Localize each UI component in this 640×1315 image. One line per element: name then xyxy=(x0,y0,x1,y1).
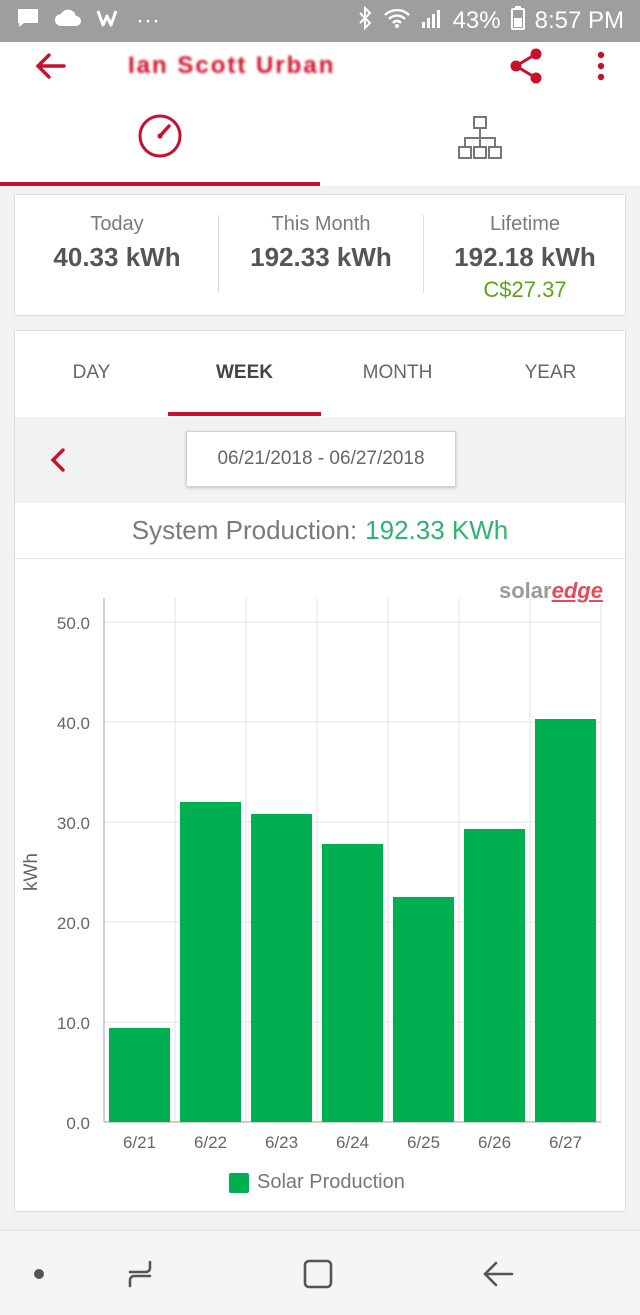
date-range-picker[interactable]: 06/21/2018 - 06/27/2018 xyxy=(186,431,456,487)
x-tick-label: 6/27 xyxy=(549,1133,582,1152)
more-options-button[interactable] xyxy=(586,46,616,86)
today-summary: Today 40.33 kWh xyxy=(15,195,219,317)
y-tick-label: 40.0 xyxy=(57,714,90,733)
share-button[interactable] xyxy=(506,46,546,86)
solaredge-logo: solaredge xyxy=(499,578,603,603)
arrow-left-icon xyxy=(35,53,66,79)
x-tick-label: 6/21 xyxy=(123,1133,156,1152)
bluetooth-icon xyxy=(357,5,373,37)
notification-icons: ··· xyxy=(16,7,160,36)
tab-month[interactable]: MONTH xyxy=(362,362,433,383)
summary-divider xyxy=(218,215,219,293)
gauge-icon xyxy=(138,114,182,158)
tab-dashboard[interactable] xyxy=(0,90,320,186)
tab-day[interactable]: DAY xyxy=(72,362,111,383)
bar-chart: 0.0 10.0 20.0 30.0 40.0 50.0 6/21 6/22 6/23 6/24 6… xyxy=(21,598,602,1152)
y-axis-label: kWh xyxy=(21,853,42,891)
lifetime-value: 192.18 kWh xyxy=(454,242,596,272)
energy-summary-card: Today 40.33 kWh This Month 192.33 kWh Li… xyxy=(14,194,626,316)
wattpad-icon xyxy=(96,7,122,35)
y-tick-label: 20.0 xyxy=(57,914,90,933)
bar-6-24 xyxy=(321,844,384,1122)
bar-6-26 xyxy=(463,829,526,1122)
battery-icon xyxy=(510,5,525,37)
legend-swatch xyxy=(229,1172,249,1193)
bar-6-25 xyxy=(392,897,455,1122)
system-icons: 43% 8:57 PM xyxy=(357,5,624,37)
dot-icon xyxy=(34,1269,44,1279)
legend-label: Solar Production xyxy=(257,1171,405,1193)
home-button[interactable] xyxy=(294,1251,342,1297)
date-navigator: 06/21/2018 - 06/27/2018 xyxy=(15,417,625,503)
lifetime-revenue: C$27.37 xyxy=(483,277,567,302)
lifetime-label: Lifetime xyxy=(489,213,561,235)
x-tick-label: 6/24 xyxy=(336,1133,369,1152)
summary-divider xyxy=(423,215,424,293)
system-production-value: 192.33 KWh xyxy=(365,515,509,545)
battery-percent: 43% xyxy=(452,7,501,34)
system-production-label: System Production: xyxy=(131,515,358,545)
x-tick-label: 6/26 xyxy=(478,1133,511,1152)
x-tick-label: 6/22 xyxy=(194,1133,227,1152)
app-bar: Ian Scott Urban xyxy=(0,42,640,90)
system-production: System Production: 192.33 KWh xyxy=(15,503,625,559)
bar-6-23 xyxy=(250,814,313,1122)
y-tick-label: 10.0 xyxy=(57,1014,90,1033)
bar-6-21 xyxy=(108,1028,171,1122)
share-icon xyxy=(510,48,542,84)
bar-6-22 xyxy=(179,802,242,1122)
active-tab-indicator xyxy=(168,412,321,416)
production-chart: 0.0 10.0 20.0 30.0 40.0 50.0 6/21 6/22 6/23 6/24 6… xyxy=(15,560,625,1210)
this-month-summary: This Month 192.33 kWh xyxy=(219,195,423,317)
recent-apps-icon xyxy=(128,1260,152,1288)
chart-legend: Solar Production xyxy=(229,1171,405,1194)
system-back-icon xyxy=(483,1261,514,1287)
cloud-icon xyxy=(54,7,82,35)
site-layout-icon xyxy=(458,116,502,159)
tab-year[interactable]: YEAR xyxy=(524,362,577,383)
back-button[interactable] xyxy=(30,48,70,84)
clock: 8:57 PM xyxy=(534,7,624,34)
x-tick-label: 6/23 xyxy=(265,1133,298,1152)
system-back-button[interactable] xyxy=(474,1251,522,1297)
signal-icon xyxy=(421,7,443,36)
bar-6-27 xyxy=(534,719,597,1122)
this-month-value: 192.33 kWh xyxy=(250,242,392,272)
more-notifications-icon: ··· xyxy=(136,7,160,34)
chevron-left-icon xyxy=(50,448,65,472)
home-icon xyxy=(303,1259,333,1289)
message-icon xyxy=(16,7,40,36)
tab-week[interactable]: WEEK xyxy=(216,362,273,383)
system-nav-bar xyxy=(0,1230,640,1315)
this-month-label: This Month xyxy=(271,213,371,235)
previous-period-button[interactable] xyxy=(43,443,73,477)
site-title: Ian Scott Urban xyxy=(128,52,336,79)
y-tick-label: 30.0 xyxy=(57,814,90,833)
more-vert-icon xyxy=(597,51,605,81)
view-tabs xyxy=(0,90,640,186)
wifi-icon xyxy=(383,7,411,36)
y-tick-label: 50.0 xyxy=(57,614,90,633)
nav-dot-button[interactable] xyxy=(26,1251,52,1297)
recent-apps-button[interactable] xyxy=(116,1251,164,1297)
status-bar: ··· 43% 8:57 PM xyxy=(0,0,640,42)
lifetime-summary: Lifetime 192.18 kWh C$27.37 xyxy=(423,195,627,317)
today-value: 40.33 kWh xyxy=(53,242,181,272)
production-card: DAY WEEK MONTH YEAR 06/21/2018 - 06/27/2… xyxy=(14,330,626,1212)
today-label: Today xyxy=(90,213,144,235)
x-tick-label: 6/25 xyxy=(407,1133,440,1152)
y-tick-label: 0.0 xyxy=(66,1114,90,1133)
tab-layout[interactable] xyxy=(320,90,640,186)
